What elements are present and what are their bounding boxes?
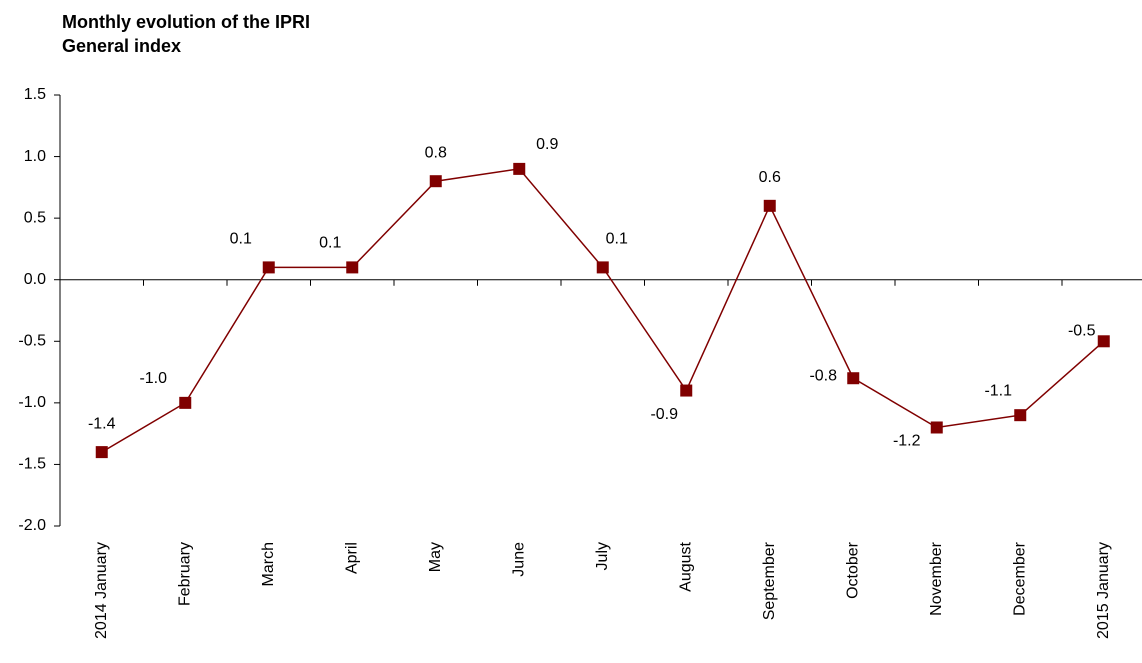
data-marker	[429, 175, 442, 188]
data-label: 0.1	[319, 235, 341, 252]
data-label: 0.8	[425, 144, 447, 161]
y-tick-label: 0.5	[24, 209, 46, 226]
y-tick-label: -1.0	[18, 394, 46, 411]
data-marker	[596, 261, 609, 274]
data-label: -1.4	[88, 415, 116, 432]
y-tick-label: -1.5	[18, 456, 46, 473]
chart-title: Monthly evolution of the IPRI	[62, 12, 310, 32]
data-marker	[680, 384, 693, 397]
data-marker	[1014, 409, 1027, 422]
data-label: -0.5	[1068, 323, 1096, 340]
data-label: -0.8	[809, 367, 837, 384]
x-tick-label: December	[1011, 541, 1028, 615]
data-label: -0.9	[650, 406, 678, 423]
data-marker	[1097, 335, 1110, 348]
x-tick-label: June	[510, 542, 527, 577]
data-marker	[95, 446, 108, 459]
x-tick-label: 2014 January	[93, 542, 110, 639]
data-marker	[930, 421, 943, 434]
data-label: -1.1	[984, 382, 1012, 399]
x-tick-label: February	[176, 542, 193, 606]
x-tick-label: 2015 January	[1095, 542, 1112, 639]
x-tick-label: September	[761, 541, 778, 620]
data-label: 0.1	[606, 231, 628, 248]
x-tick-label: July	[594, 542, 611, 570]
data-marker	[179, 396, 192, 409]
x-tick-label: March	[260, 542, 277, 586]
y-tick-label: -0.5	[18, 333, 46, 350]
data-marker	[847, 372, 860, 385]
data-marker	[346, 261, 359, 274]
data-label: 0.6	[759, 169, 781, 186]
y-tick-label: 1.0	[24, 148, 46, 165]
y-tick-label: -2.0	[18, 517, 46, 534]
data-label: 0.1	[230, 231, 252, 248]
data-label: -1.2	[893, 433, 921, 450]
x-tick-label: November	[928, 541, 945, 615]
data-label: 0.9	[536, 136, 558, 153]
data-marker	[763, 199, 776, 212]
y-tick-label: 0.0	[24, 271, 46, 288]
x-tick-label: May	[427, 542, 444, 572]
data-line	[101, 168, 1105, 453]
data-marker	[262, 261, 275, 274]
y-tick-label: 1.5	[24, 86, 46, 103]
data-marker	[513, 162, 526, 175]
x-tick-label: April	[343, 542, 360, 574]
data-label: -1.0	[139, 370, 167, 387]
chart-subtitle: General index	[62, 36, 181, 56]
x-tick-label: October	[844, 541, 861, 599]
x-tick-label: August	[677, 541, 694, 591]
